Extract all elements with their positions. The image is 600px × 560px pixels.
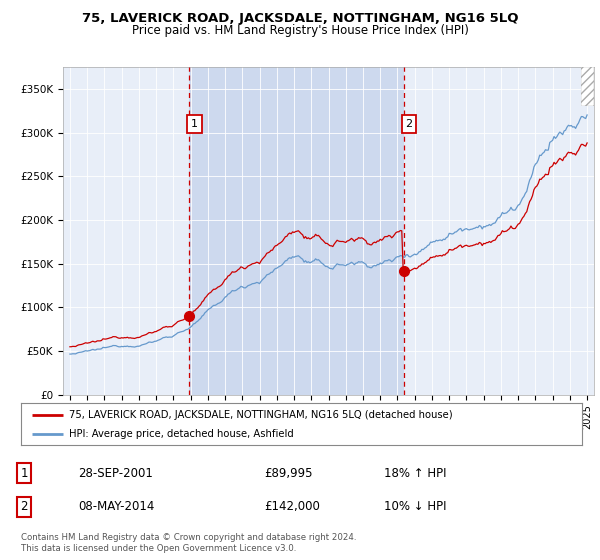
Text: 10% ↓ HPI: 10% ↓ HPI (384, 500, 446, 514)
Text: 18% ↑ HPI: 18% ↑ HPI (384, 466, 446, 480)
Text: £89,995: £89,995 (264, 466, 313, 480)
Text: 75, LAVERICK ROAD, JACKSDALE, NOTTINGHAM, NG16 5LQ: 75, LAVERICK ROAD, JACKSDALE, NOTTINGHAM… (82, 12, 518, 25)
Text: Price paid vs. HM Land Registry's House Price Index (HPI): Price paid vs. HM Land Registry's House … (131, 24, 469, 37)
Bar (189, 67, 404, 395)
Text: Contains HM Land Registry data © Crown copyright and database right 2024.
This d: Contains HM Land Registry data © Crown c… (21, 533, 356, 553)
Text: 1: 1 (191, 119, 198, 129)
Text: £142,000: £142,000 (264, 500, 320, 514)
Text: 2: 2 (406, 119, 413, 129)
Text: HPI: Average price, detached house, Ashfield: HPI: Average price, detached house, Ashf… (68, 429, 293, 439)
Text: 1: 1 (20, 466, 28, 480)
Text: 08-MAY-2014: 08-MAY-2014 (78, 500, 154, 514)
Text: 2: 2 (20, 500, 28, 514)
Text: 28-SEP-2001: 28-SEP-2001 (78, 466, 153, 480)
Text: 75, LAVERICK ROAD, JACKSDALE, NOTTINGHAM, NG16 5LQ (detached house): 75, LAVERICK ROAD, JACKSDALE, NOTTINGHAM… (68, 409, 452, 419)
